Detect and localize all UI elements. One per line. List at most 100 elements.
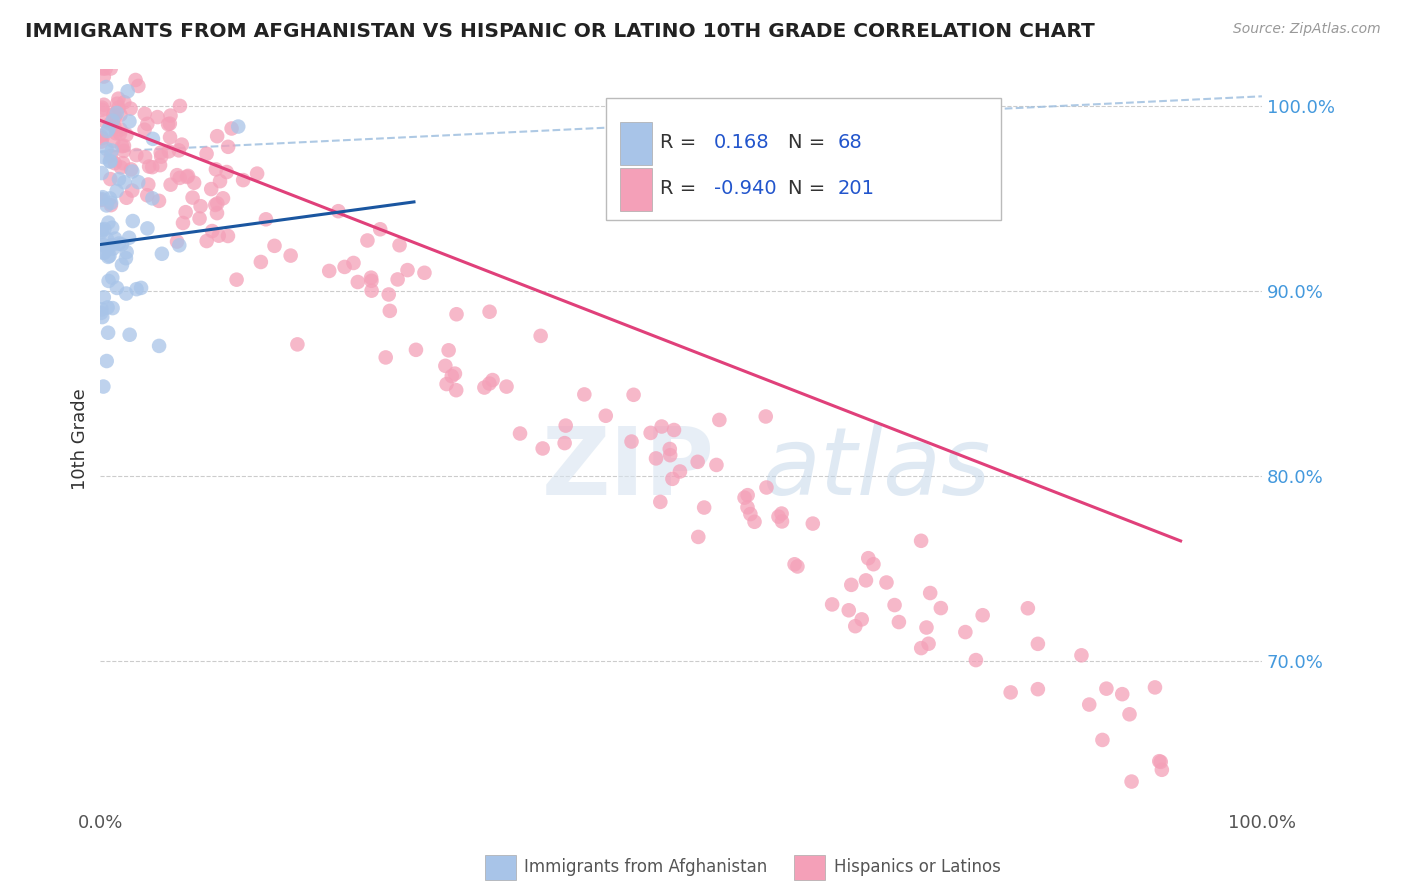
Point — [96, 354, 118, 368]
Point — [91, 62, 114, 76]
Point — [221, 121, 243, 136]
Point — [90, 223, 112, 237]
Point — [205, 162, 228, 177]
Point — [104, 126, 127, 140]
Point — [1091, 733, 1114, 747]
Point — [159, 109, 181, 123]
Point — [910, 641, 932, 656]
Point — [645, 451, 668, 466]
Point — [839, 578, 862, 592]
Point — [662, 423, 685, 437]
Point — [115, 286, 138, 301]
Point — [1070, 648, 1092, 663]
Point — [148, 194, 170, 208]
Point — [91, 245, 114, 260]
Point — [821, 598, 844, 612]
Point — [1121, 774, 1143, 789]
Point — [434, 359, 457, 373]
Point — [207, 196, 229, 211]
Point — [112, 138, 135, 153]
Point — [97, 326, 120, 340]
Point — [215, 165, 238, 179]
Point — [688, 530, 710, 544]
Point — [770, 507, 793, 521]
Point — [693, 500, 716, 515]
Point — [965, 653, 987, 667]
Point — [205, 129, 228, 144]
Point — [669, 465, 692, 479]
Point — [141, 191, 163, 205]
Point — [509, 426, 531, 441]
Point — [208, 228, 231, 243]
Text: IMMIGRANTS FROM AFGHANISTAN VS HISPANIC OR LATINO 10TH GRADE CORRELATION CHART: IMMIGRANTS FROM AFGHANISTAN VS HISPANIC … — [25, 22, 1095, 41]
Point — [437, 343, 460, 358]
Point — [170, 137, 193, 152]
Point — [801, 516, 824, 531]
Point — [838, 603, 860, 617]
Point — [177, 169, 200, 183]
Point — [217, 140, 239, 154]
Point — [110, 108, 132, 122]
Point — [554, 436, 576, 450]
Point — [93, 238, 115, 252]
Point — [405, 343, 427, 357]
Point — [195, 234, 218, 248]
Point — [388, 238, 411, 252]
Point — [121, 164, 143, 178]
Point — [360, 284, 382, 298]
Point — [98, 117, 121, 131]
Point — [686, 455, 709, 469]
Point — [90, 166, 112, 180]
Point — [150, 150, 173, 164]
Point — [114, 175, 136, 189]
Point — [118, 327, 141, 342]
Point — [91, 190, 114, 204]
Text: 68: 68 — [838, 133, 863, 153]
Point — [117, 84, 139, 98]
Point — [104, 231, 127, 245]
Text: -0.940: -0.940 — [714, 179, 776, 198]
Point — [104, 109, 127, 123]
Point — [1143, 681, 1166, 695]
Point — [111, 139, 134, 153]
Point — [91, 310, 114, 324]
Point — [183, 176, 205, 190]
Point — [108, 236, 131, 251]
Point — [142, 132, 165, 146]
Point — [108, 127, 131, 141]
Point — [125, 148, 148, 162]
Point — [101, 113, 124, 128]
Point — [1000, 685, 1022, 699]
Point — [755, 409, 778, 424]
Point — [333, 260, 356, 274]
Point — [737, 488, 759, 502]
Point — [101, 220, 124, 235]
Point — [96, 124, 118, 138]
Point — [118, 114, 141, 128]
Point — [1150, 763, 1173, 777]
Point — [121, 184, 143, 198]
Point — [212, 191, 235, 205]
Text: atlas: atlas — [762, 423, 991, 514]
Point — [93, 245, 115, 260]
Point — [1118, 707, 1140, 722]
Point — [200, 182, 222, 196]
Point — [226, 120, 249, 134]
Text: Source: ZipAtlas.com: Source: ZipAtlas.com — [1233, 22, 1381, 37]
Point — [929, 601, 952, 615]
Point — [225, 273, 247, 287]
Point — [254, 212, 277, 227]
Point — [90, 193, 112, 207]
Point — [97, 301, 120, 315]
Point — [98, 154, 121, 169]
Point — [169, 170, 191, 185]
Point — [478, 376, 501, 391]
Point — [159, 130, 181, 145]
Point — [103, 107, 125, 121]
Point — [1149, 754, 1171, 768]
Point — [709, 413, 731, 427]
Point — [101, 134, 124, 148]
Point — [100, 62, 122, 76]
Point — [205, 206, 228, 220]
Point — [90, 302, 112, 317]
